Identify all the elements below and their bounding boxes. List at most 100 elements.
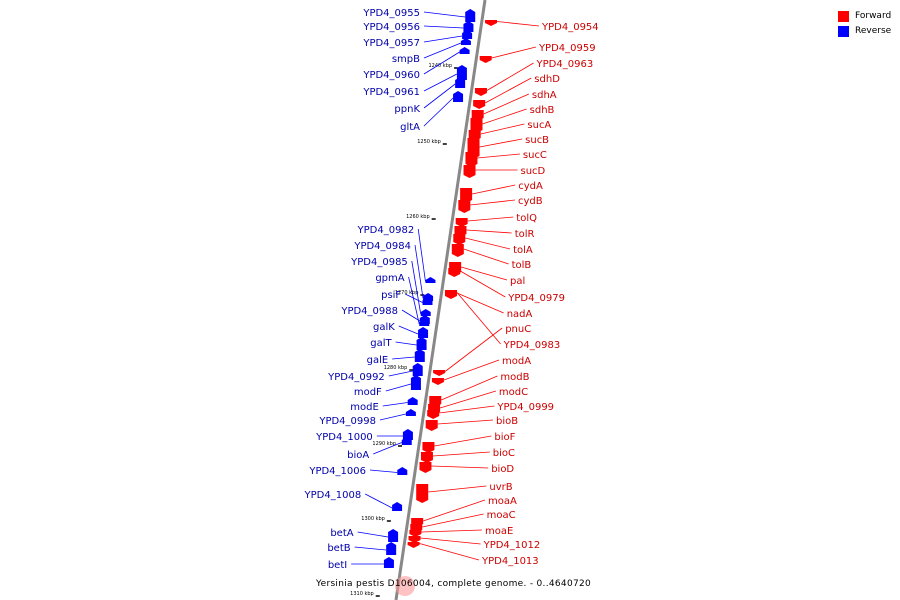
forward-leader-line (439, 390, 497, 409)
legend-forward-label: Forward (855, 11, 892, 21)
reverse-gene-shape (459, 47, 470, 54)
forward-gene-shape (408, 536, 421, 543)
tick-label: 1240 kbp (428, 63, 452, 69)
reverse-leader-line (357, 531, 389, 538)
forward-gene-label: modA (502, 356, 531, 367)
forward-leader-line (423, 499, 486, 522)
reverse-gene-label: smpB (392, 54, 420, 65)
reverse-gene-label: betI (328, 560, 347, 571)
forward-gene-label: cydA (518, 181, 543, 192)
reverse-gene-shape (383, 557, 394, 568)
forward-gene-label: modC (499, 387, 528, 398)
reverse-leader-line (423, 97, 454, 127)
reverse-gene-label: YPD4_0957 (362, 38, 420, 49)
forward-leader-line (477, 153, 520, 159)
forward-gene-label: tolQ (516, 213, 537, 224)
legend-reverse-label: Reverse (855, 26, 892, 36)
forward-gene-shape (473, 100, 486, 109)
forward-gene-shape (458, 200, 471, 213)
forward-leader-line (428, 485, 487, 493)
reverse-leader-line (423, 35, 463, 43)
forward-gene-label: cydB (518, 196, 543, 207)
reverse-leader-line (398, 325, 419, 335)
forward-gene-label: moaE (485, 526, 513, 537)
reverse-gene-shape (412, 363, 423, 376)
reverse-leader-line (411, 260, 422, 315)
forward-gene-label: sucA (527, 120, 551, 131)
forward-leader-line (460, 270, 506, 298)
forward-gene-shape (485, 20, 498, 26)
forward-gene-shape (431, 378, 444, 385)
forward-gene-label: bioF (494, 432, 515, 443)
forward-gene-shape (463, 165, 476, 178)
reverse-leader-line (423, 51, 460, 75)
reverse-leader-line (382, 402, 408, 407)
forward-gene-label: sucD (521, 166, 546, 177)
legend-reverse: Reverse (838, 24, 891, 39)
reverse-leader-line (354, 546, 387, 551)
forward-gene-shape (444, 290, 457, 298)
reverse-gene-shape (460, 38, 471, 45)
forward-gene-label: moaC (487, 510, 516, 521)
reverse-gene-label: galK (373, 322, 395, 333)
reverse-gene-shape (402, 429, 413, 440)
reverse-gene-label: modE (350, 402, 379, 413)
reverse-gene-label: galT (370, 338, 392, 349)
forward-leader-line (419, 543, 480, 561)
forward-leader-line (420, 537, 481, 545)
forward-leader-line (483, 93, 530, 115)
forward-leader-line (486, 62, 534, 91)
reverse-gene-label: YPD4_0960 (362, 70, 420, 81)
reverse-gene-label: YPD4_0998 (318, 416, 376, 427)
reverse-gene-shape (455, 77, 466, 88)
forward-gene-shapes (407, 20, 498, 548)
reverse-gene-shape (414, 349, 425, 362)
reverse-gene-label: betB (327, 543, 350, 554)
reverse-gene-label: galE (367, 355, 389, 366)
reverse-leader-line (423, 11, 466, 18)
tick-label: 1300 kbp (361, 516, 385, 522)
reverse-leader-line (401, 309, 421, 322)
reverse-gene-label: YPD4_0982 (357, 225, 415, 236)
forward-gene-shape (416, 484, 429, 503)
forward-leader-line (422, 513, 484, 528)
forward-gene-shape (474, 88, 487, 96)
legend-forward: Forward (838, 9, 891, 24)
reverse-gene-shape (465, 9, 476, 22)
reverse-gene-label: psiF (381, 290, 401, 301)
reverse-gene-shape (418, 327, 429, 338)
genome-backbone (394, 0, 487, 600)
reverse-gene-label: YPD4_0955 (362, 8, 420, 19)
reverse-gene-shape (456, 65, 467, 80)
reverse-leader-line (395, 341, 417, 346)
reverse-gene-label: modF (354, 387, 382, 398)
forward-leader-line (439, 405, 495, 414)
forward-gene-label: tolB (512, 260, 532, 271)
forward-gene-label: bioD (491, 464, 514, 475)
forward-leader-line (472, 184, 516, 195)
forward-gene-label: sdhD (534, 74, 560, 85)
reverse-leader-line (423, 83, 456, 109)
forward-gene-label: sdhB (530, 105, 555, 116)
forward-gene-shape (409, 530, 422, 537)
forward-gene-shape (465, 152, 478, 167)
forward-gene-label: YPD4_0959 (538, 43, 596, 54)
forward-gene-labels: YPD4_0954 YPD4_0959 YPD4_0963 sdhD sdhA sdhB s… (419, 21, 599, 567)
forward-leader-line (456, 292, 504, 314)
position-marker (395, 576, 415, 596)
forward-leader-line (479, 138, 523, 148)
reverse-gene-shape (453, 91, 464, 102)
reverse-gene-label: YPD4_0984 (353, 241, 411, 252)
forward-gene-shape (427, 410, 440, 419)
forward-gene-label: sucB (525, 135, 549, 146)
reverse-swatch (838, 26, 849, 37)
forward-gene-shape (455, 218, 468, 227)
forward-gene-label: YPD4_0963 (536, 59, 594, 70)
forward-leader-line (491, 46, 537, 59)
reverse-gene-shape (405, 409, 416, 416)
forward-gene-label: YPD4_0983 (503, 340, 561, 351)
forward-gene-label: moaA (488, 496, 517, 507)
legend: Forward Reverse (838, 9, 891, 39)
forward-leader-line (441, 375, 498, 401)
forward-leader-line (463, 248, 509, 265)
